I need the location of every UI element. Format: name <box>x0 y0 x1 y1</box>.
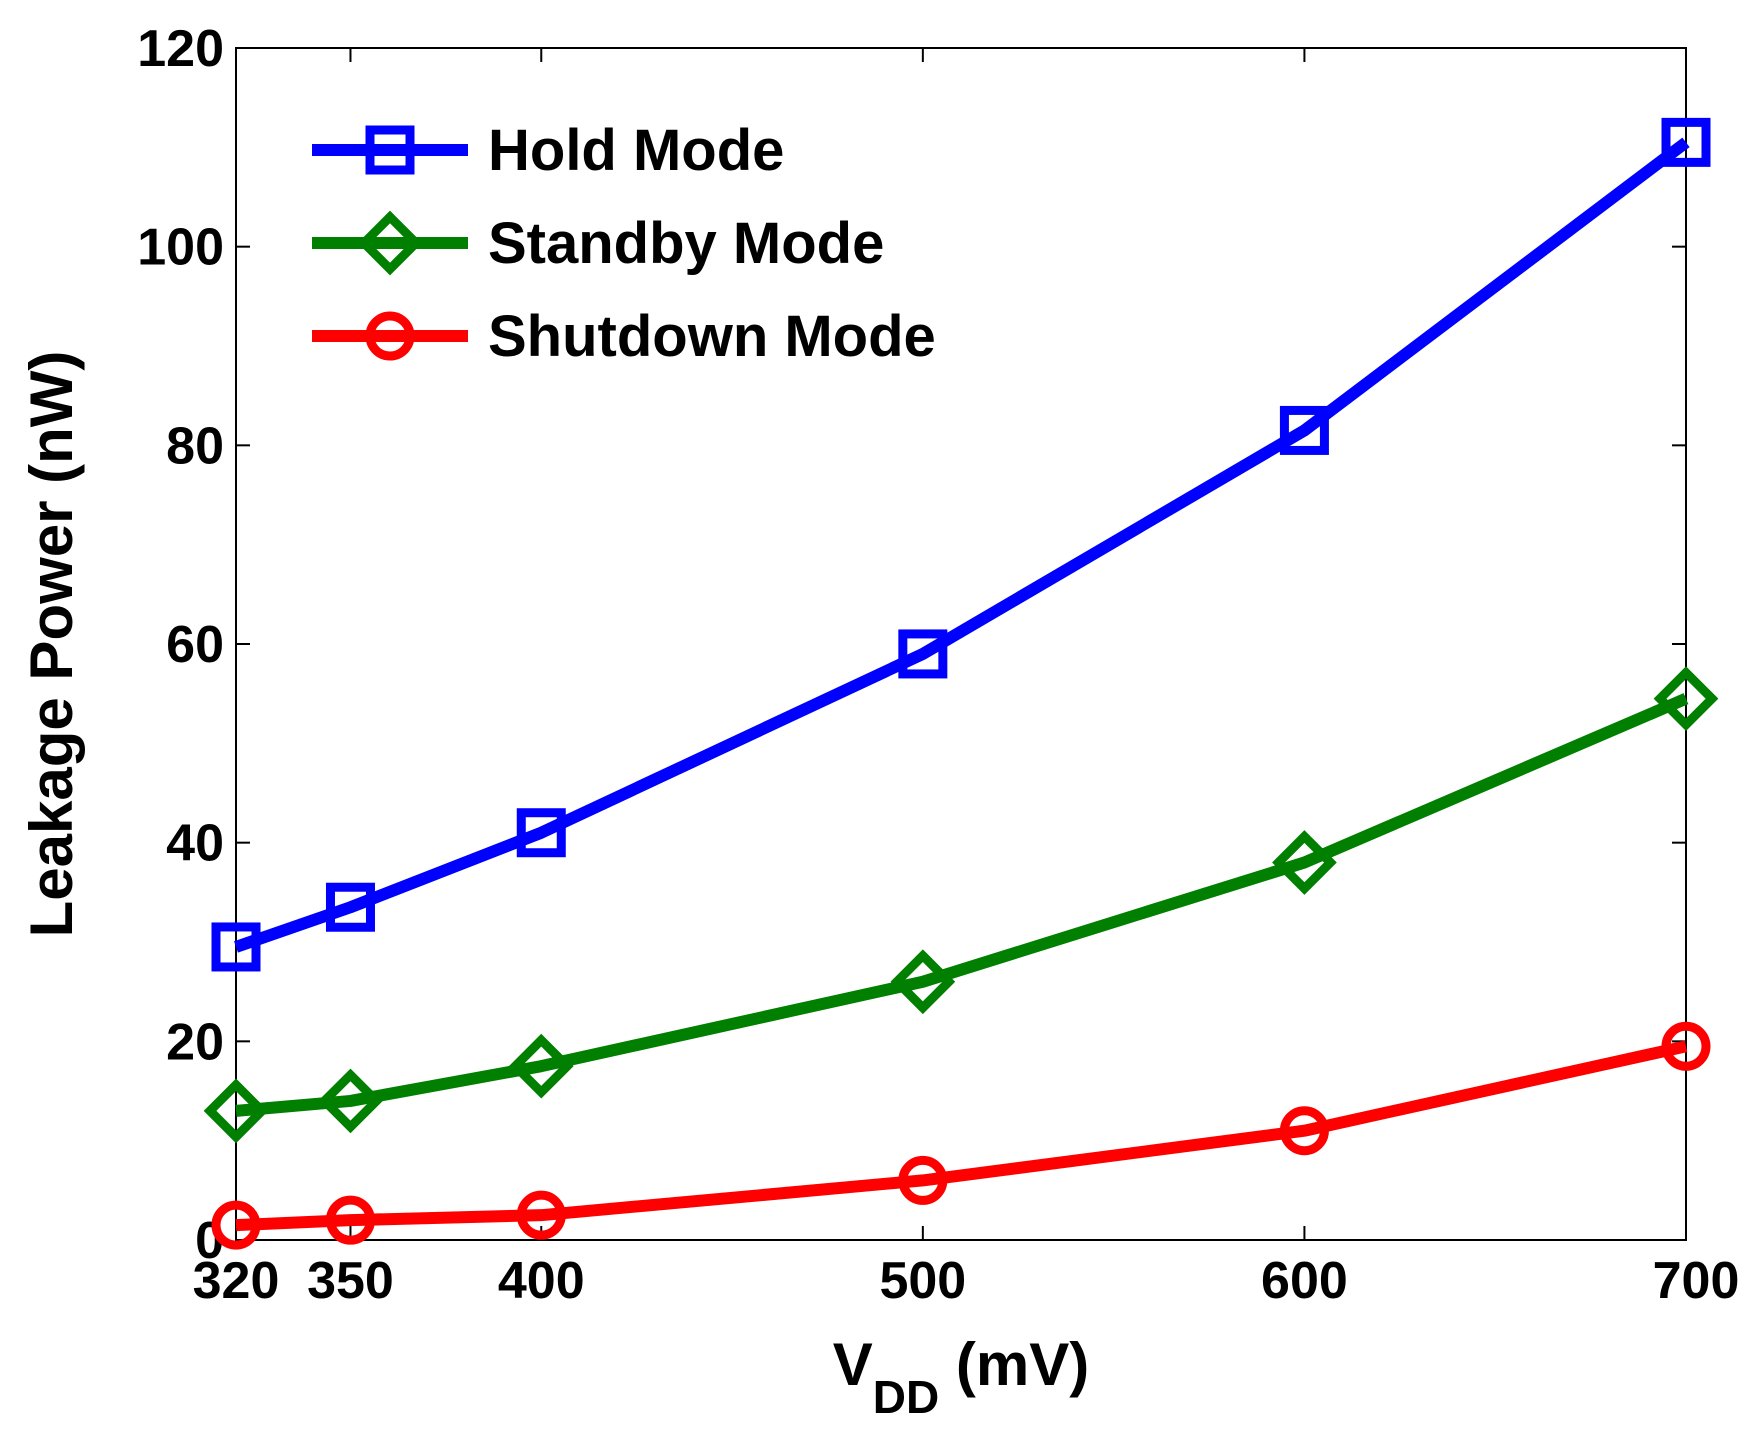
x-axis-label-subscript: DD <box>873 1371 939 1423</box>
plot-area <box>235 47 1687 1241</box>
data-point-circle <box>1279 1106 1329 1156</box>
data-point-diamond <box>1653 666 1719 731</box>
data-point-square <box>211 922 261 972</box>
x-axis-label-main: V <box>833 1331 873 1398</box>
y-tick-label: 120 <box>137 20 224 78</box>
x-tick-label: 500 <box>879 1252 966 1310</box>
legend-marker-square <box>365 125 415 175</box>
data-point-circle <box>1661 1021 1711 1071</box>
y-tick-label: 100 <box>137 219 224 277</box>
legend-label: Standby Mode <box>488 211 884 276</box>
data-point-square <box>1279 405 1329 455</box>
data-point-circle <box>325 1195 375 1245</box>
x-tick-label: 600 <box>1261 1252 1348 1310</box>
data-point-diamond <box>318 1068 383 1134</box>
legend-marker-diamond <box>357 210 423 276</box>
y-tick-label: 80 <box>166 417 224 475</box>
data-point-diamond <box>508 1033 574 1099</box>
legend: Hold Mode Standby Mode Shutdown Mode <box>312 118 936 369</box>
series-shutdown-mode <box>211 1021 1711 1250</box>
data-point-circle <box>211 1200 261 1250</box>
legend-item: Standby Mode <box>312 210 884 276</box>
legend-label: Shutdown Mode <box>488 304 936 369</box>
x-tick-label: 700 <box>1653 1252 1740 1310</box>
legend-item: Hold Mode <box>312 118 784 183</box>
x-axis-label: VDD (mV) <box>833 1331 1089 1423</box>
series-hold-mode <box>211 117 1711 972</box>
data-point-diamond <box>890 949 956 1015</box>
data-point-circle <box>898 1155 948 1205</box>
data-point-square <box>516 808 566 858</box>
y-axis-label: Leakage Power (nW) <box>18 351 85 938</box>
data-point-square <box>898 629 948 679</box>
y-tick-label: 60 <box>166 616 224 674</box>
x-tick-label: 400 <box>498 1252 585 1310</box>
data-point-circle <box>516 1190 566 1240</box>
data-point-square <box>325 882 375 932</box>
legend-marker-circle <box>365 311 415 361</box>
legend-item: Shutdown Mode <box>312 304 936 369</box>
x-tick-label: 320 <box>193 1252 280 1310</box>
x-tick-label: 350 <box>307 1252 394 1310</box>
series-standby-mode <box>203 666 1719 1144</box>
data-point-diamond <box>203 1078 269 1144</box>
legend-label: Hold Mode <box>488 118 784 183</box>
y-tick-label: 20 <box>166 1013 224 1071</box>
data-point-square <box>1661 117 1711 167</box>
y-tick-label: 40 <box>166 815 224 873</box>
x-axis-label-units: (mV) <box>939 1331 1089 1398</box>
series-layer <box>203 117 1719 1250</box>
data-point-diamond <box>1272 830 1337 895</box>
